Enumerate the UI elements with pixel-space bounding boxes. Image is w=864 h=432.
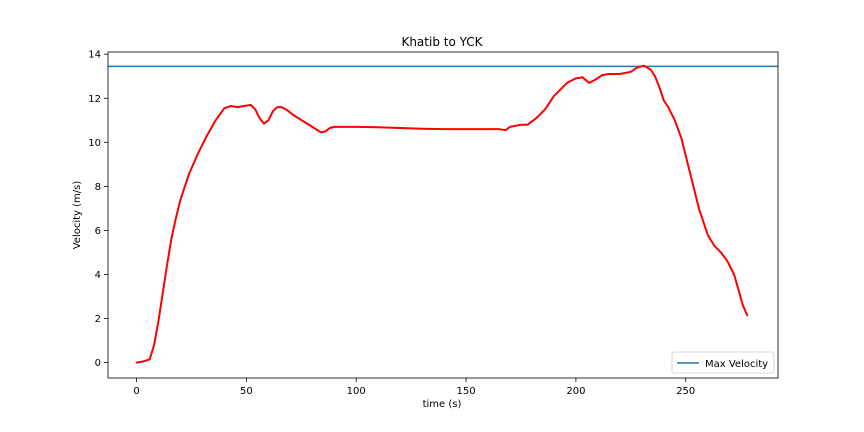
- plot-layer: [108, 64, 778, 364]
- y-tick-label-14: 14: [88, 50, 101, 61]
- plot-area: [108, 52, 778, 378]
- x-tick-label-0: 0: [133, 386, 139, 397]
- axes-layer: 0 50 100 150 200 250 0 2 4 6 8 10 12 14: [88, 50, 695, 397]
- legend: Max Velocity: [671, 351, 775, 374]
- y-tick-label-8: 8: [95, 182, 101, 193]
- y-axis-label: Velocity (m/s): [72, 181, 83, 250]
- x-tick-label-150: 150: [457, 386, 476, 397]
- x-tick-label-100: 100: [347, 386, 366, 397]
- y-tick-label-10: 10: [88, 138, 101, 149]
- y-tick-label-6: 6: [95, 226, 101, 237]
- x-tick-label-250: 250: [676, 386, 695, 397]
- x-tick-label-200: 200: [566, 386, 585, 397]
- velocity-series-line: [135, 64, 749, 364]
- legend-label-max-velocity: Max Velocity: [705, 359, 768, 370]
- y-tick-label-12: 12: [88, 94, 101, 105]
- x-tick-label-50: 50: [240, 386, 253, 397]
- y-tick-label-2: 2: [95, 314, 101, 325]
- plot-frame: [107, 51, 779, 379]
- x-axis-label: time (s): [423, 399, 462, 410]
- y-tick-label-0: 0: [95, 358, 101, 369]
- chart-title: Khatib to YCK: [401, 35, 483, 49]
- y-tick-label-4: 4: [95, 270, 101, 281]
- legend-box: [671, 351, 775, 374]
